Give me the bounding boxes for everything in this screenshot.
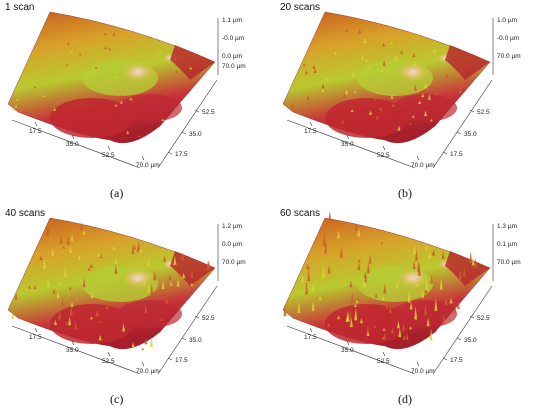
surface-panel-c: 17.5 35.0 52.5 70.0 µm 17.5 35.0 52.5 1.2 µm 0.0… bbox=[0, 206, 275, 411]
caption-b: (b) bbox=[398, 186, 412, 200]
axes: 17.5 35.0 52.5 70.0 µm 17.5 35.0 52.5 1.1 µm -0.… bbox=[11, 17, 246, 169]
surface-plot-a: 17.5 35.0 52.5 70.0 µm 17.5 35.0 52.5 1.1 µm -0.… bbox=[7, 11, 246, 169]
surface-mesh bbox=[7, 217, 216, 351]
axes: 17.5 35.0 52.5 70.0 µm 17.5 35.0 52.5 1.3 µm 0.1… bbox=[286, 223, 521, 375]
surface-plot-c: 17.5 35.0 52.5 70.0 µm 17.5 35.0 52.5 1.2 µm 0.0… bbox=[7, 217, 246, 375]
axes: 17.5 35.0 52.5 70.0 µm 17.5 35.0 52.5 1.2 µm 0.0… bbox=[11, 223, 246, 375]
panel-title: 40 scans bbox=[5, 208, 46, 219]
caption-d: (d) bbox=[398, 392, 412, 406]
surface-panel-b: 17.5 35.0 52.5 70.0 µm 17.5 35.0 52.5 1.0 µm -0.… bbox=[275, 0, 550, 205]
surface-panel-a: 17.5 35.0 52.5 70.0 µm 17.5 35.0 52.5 1.1 µm -0.… bbox=[0, 0, 275, 205]
x-tick-label: 52.5 bbox=[102, 358, 115, 365]
x-tick-label: 35.0 bbox=[66, 141, 79, 148]
z-axis-label: 0.1 µm bbox=[497, 241, 517, 248]
z-axis-label: 1.2 µm bbox=[222, 223, 242, 230]
surface-plot-b: 17.5 35.0 52.5 70.0 µm 17.5 35.0 52.5 1.0 µm -0.… bbox=[282, 11, 521, 169]
z-axis-label: 1.3 µm bbox=[497, 223, 517, 230]
panel-title: 60 scans bbox=[280, 208, 321, 219]
x-tick-label: 52.5 bbox=[102, 152, 115, 159]
depth-tick-label: 52.5 bbox=[477, 109, 490, 116]
z-axis-label: 70.0 µm bbox=[497, 259, 521, 266]
depth-tick-label: 52.5 bbox=[202, 109, 215, 116]
z-axis-label: -0.0 µm bbox=[497, 35, 519, 42]
depth-tick-label: 35.0 bbox=[189, 131, 202, 138]
surface-panel-d: 17.5 35.0 52.5 70.0 µm 17.5 35.0 52.5 1.3 µm 0.1… bbox=[275, 206, 550, 411]
z-axis-label: 0.0 µm bbox=[222, 53, 242, 60]
z-axis-label: 0.0 µm bbox=[222, 241, 242, 248]
x-tick-label: 35.0 bbox=[341, 141, 354, 148]
surface-spikes bbox=[11, 221, 211, 351]
z-axis-label: 70.0 µm bbox=[497, 53, 521, 60]
surface-plot-d: 17.5 35.0 52.5 70.0 µm 17.5 35.0 52.5 1.3 µm 0.1… bbox=[282, 210, 521, 375]
z-axis-label: -0.0 µm bbox=[222, 35, 244, 42]
x-tick-label: 35.0 bbox=[66, 347, 79, 354]
caption-c: (c) bbox=[110, 392, 124, 406]
depth-tick-label: 35.0 bbox=[464, 337, 477, 344]
surface-mesh bbox=[7, 11, 216, 144]
depth-tick-label: 17.5 bbox=[450, 151, 463, 158]
x-tick-label: 70.0 µm bbox=[136, 368, 160, 375]
surface-mesh bbox=[282, 11, 491, 144]
x-tick-label: 35.0 bbox=[341, 347, 354, 354]
x-tick-label: 17.5 bbox=[304, 128, 317, 135]
z-axis-label: 1.1 µm bbox=[222, 17, 242, 24]
z-axis-label: 70.0 µm bbox=[222, 259, 246, 266]
x-tick-label: 52.5 bbox=[377, 358, 390, 365]
x-tick-label: 70.0 µm bbox=[136, 162, 160, 169]
x-tick-label: 70.0 µm bbox=[411, 162, 435, 169]
x-tick-label: 17.5 bbox=[29, 334, 42, 341]
depth-tick-label: 35.0 bbox=[464, 131, 477, 138]
x-tick-label: 17.5 bbox=[29, 128, 42, 135]
x-tick-label: 17.5 bbox=[304, 334, 317, 341]
surface-spikes bbox=[12, 13, 193, 137]
x-tick-label: 52.5 bbox=[377, 152, 390, 159]
surface-mesh bbox=[282, 210, 491, 350]
depth-tick-label: 17.5 bbox=[175, 357, 188, 364]
depth-tick-label: 17.5 bbox=[175, 151, 188, 158]
x-tick-label: 70.0 µm bbox=[411, 368, 435, 375]
caption-a: (a) bbox=[110, 186, 124, 200]
z-axis-label: 1.0 µm bbox=[497, 17, 517, 24]
depth-tick-label: 52.5 bbox=[202, 315, 215, 322]
depth-tick-label: 35.0 bbox=[189, 337, 202, 344]
depth-tick-label: 17.5 bbox=[450, 357, 463, 364]
panel-title: 1 scan bbox=[5, 2, 35, 13]
axes: 17.5 35.0 52.5 70.0 µm 17.5 35.0 52.5 1.0 µm -0.… bbox=[286, 17, 521, 169]
panel-title: 20 scans bbox=[280, 2, 321, 13]
z-axis-label: 70.0 µm bbox=[222, 63, 246, 70]
surface-spikes bbox=[283, 210, 478, 341]
surface-spikes bbox=[290, 27, 464, 131]
depth-tick-label: 52.5 bbox=[477, 315, 490, 322]
